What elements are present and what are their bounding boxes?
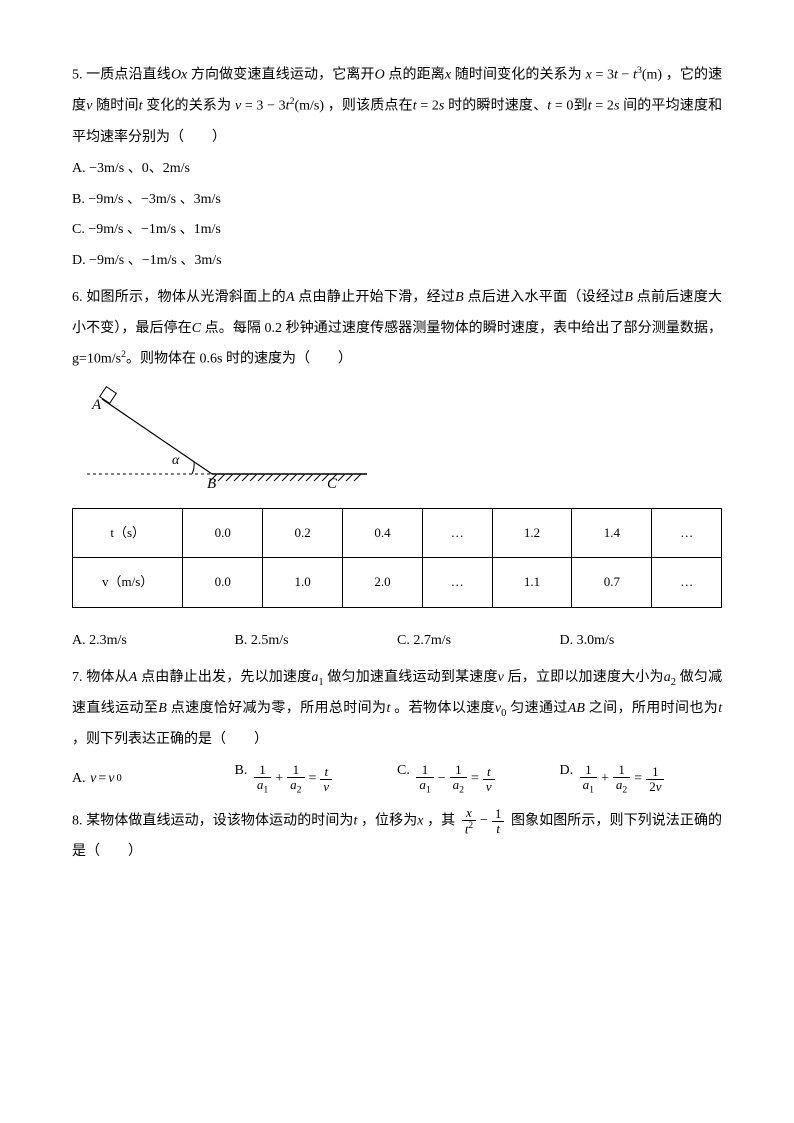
q6-stem: 6. 如图所示，物体从光滑斜面上的A 点由静止开始下滑，经过B 点后进入水平面（… xyxy=(72,283,722,376)
q7-options: A. v = v0 B. 1a1 + 1a2 = tv C. 1a1 − 1a2… xyxy=(72,763,722,795)
q5-opt-a[interactable]: A. −3m/s 、0、2m/s xyxy=(72,154,722,185)
q7-opt-a[interactable]: A. v = v0 xyxy=(72,771,235,788)
q5-options: A. −3m/s 、0、2m/s B. −9m/s 、−3m/s 、3m/s C… xyxy=(72,154,722,277)
diagram-label-c: C xyxy=(327,476,338,489)
q8-stem: 8. 某物体做直线运动，设该物体运动的时间为t ，位移为x ，其 xt2 − 1… xyxy=(72,806,722,868)
q6-options: A. 2.3m/s B. 2.5m/s C. 2.7m/s D. 3.0m/s xyxy=(72,626,722,657)
q6-diagram: A α B C xyxy=(72,384,722,502)
q6-table: t（s） 0.00.20.4…1.21.4… v（m/s） 0.01.02.0…… xyxy=(72,508,722,608)
q5-number: 5. xyxy=(72,68,83,83)
diagram-label-alpha: α xyxy=(172,453,180,468)
q7-opt-c[interactable]: C. 1a1 − 1a2 = tv xyxy=(397,763,560,795)
q6-opt-c[interactable]: C. 2.7m/s xyxy=(397,626,560,657)
q6-opt-b[interactable]: B. 2.5m/s xyxy=(235,626,398,657)
q7-opt-d[interactable]: D. 1a1 + 1a2 = 12v xyxy=(560,763,723,795)
q7-stem: 7. 物体从A 点由静止出发，先以加速度a1 做匀加速直线运动到某速度v 后，立… xyxy=(72,663,722,756)
incline-svg: A α B C xyxy=(72,384,372,489)
diagram-label-a: A xyxy=(91,397,102,413)
question-5: 5. 一质点沿直线Ox 方向做变速直线运动，它离开O 点的距离x 随时间变化的关… xyxy=(72,60,722,277)
q7-opt-b[interactable]: B. 1a1 + 1a2 = tv xyxy=(235,763,398,795)
q5-opt-b[interactable]: B. −9m/s 、−3m/s 、3m/s xyxy=(72,185,722,216)
q6-opt-a[interactable]: A. 2.3m/s xyxy=(72,626,235,657)
question-8: 8. 某物体做直线运动，设该物体运动的时间为t ，位移为x ，其 xt2 − 1… xyxy=(72,806,722,868)
table-header-t: t（s） xyxy=(73,508,183,558)
table-row: t（s） 0.00.20.4…1.21.4… xyxy=(73,508,722,558)
question-7: 7. 物体从A 点由静止出发，先以加速度a1 做匀加速直线运动到某速度v 后，立… xyxy=(72,663,722,796)
question-6: 6. 如图所示，物体从光滑斜面上的A 点由静止开始下滑，经过B 点后进入水平面（… xyxy=(72,283,722,657)
q5-opt-c[interactable]: C. −9m/s 、−1m/s 、1m/s xyxy=(72,215,722,246)
q5-opt-d[interactable]: D. −9m/s 、−1m/s 、3m/s xyxy=(72,246,722,277)
q5-stem: 5. 一质点沿直线Ox 方向做变速直线运动，它离开O 点的距离x 随时间变化的关… xyxy=(72,60,722,154)
q8-number: 8. xyxy=(72,813,83,828)
q6-opt-d[interactable]: D. 3.0m/s xyxy=(560,626,723,657)
table-row: v（m/s） 0.01.02.0…1.10.7… xyxy=(73,558,722,608)
q7-number: 7. xyxy=(72,670,83,685)
diagram-label-b: B xyxy=(207,476,216,489)
table-header-v: v（m/s） xyxy=(73,558,183,608)
q6-number: 6. xyxy=(72,290,83,305)
